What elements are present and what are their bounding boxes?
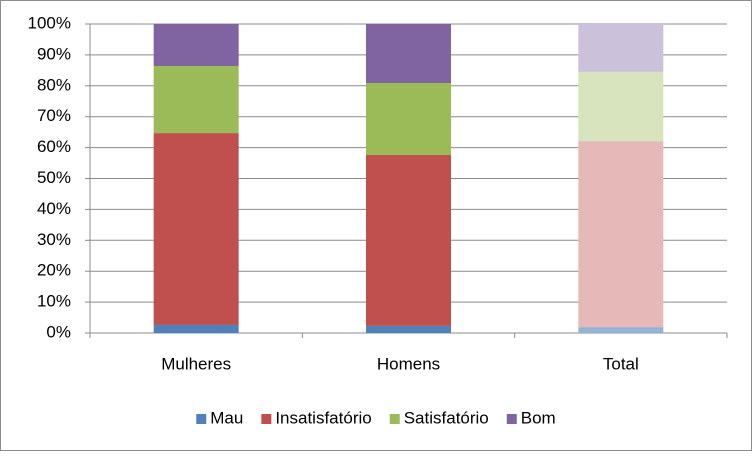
y-tick-label: 20% xyxy=(37,261,71,280)
bar-segment xyxy=(366,24,451,84)
bar-segment xyxy=(578,71,664,142)
bar-segment xyxy=(153,24,239,67)
x-tick-label: Total xyxy=(603,354,639,373)
y-tick-label: 90% xyxy=(37,44,71,63)
y-tick-label: 40% xyxy=(37,199,71,218)
legend-label: Bom xyxy=(521,408,556,427)
legend-label: Mau xyxy=(210,408,243,427)
bar-segment xyxy=(153,324,239,333)
y-tick-label: 100% xyxy=(28,13,71,32)
legend-marker xyxy=(196,414,207,424)
y-tick-label: 30% xyxy=(37,230,71,249)
bar-segment xyxy=(578,141,664,328)
y-tick-label: 70% xyxy=(37,106,71,125)
y-tick-label: 10% xyxy=(37,292,71,311)
legend-label: Satisfatório xyxy=(404,408,489,427)
bar-segment xyxy=(153,133,239,325)
bar-segment xyxy=(153,66,239,134)
x-tick-label: Mulheres xyxy=(161,354,231,373)
y-tick-label: 0% xyxy=(46,322,71,341)
legend-marker xyxy=(389,414,400,424)
y-tick-label: 60% xyxy=(37,137,71,156)
legend-marker xyxy=(261,414,272,424)
x-tick-label: Homens xyxy=(377,354,440,373)
y-tick-label: 50% xyxy=(37,168,71,187)
bar-segment xyxy=(578,24,664,72)
y-tick-label: 80% xyxy=(37,75,71,94)
bar-segment xyxy=(366,83,451,156)
bar-segment xyxy=(578,327,664,333)
bar-segment xyxy=(366,155,451,326)
legend-marker xyxy=(506,414,517,424)
legend-label: Insatisfatório xyxy=(275,408,371,427)
bar-segment xyxy=(366,325,451,333)
